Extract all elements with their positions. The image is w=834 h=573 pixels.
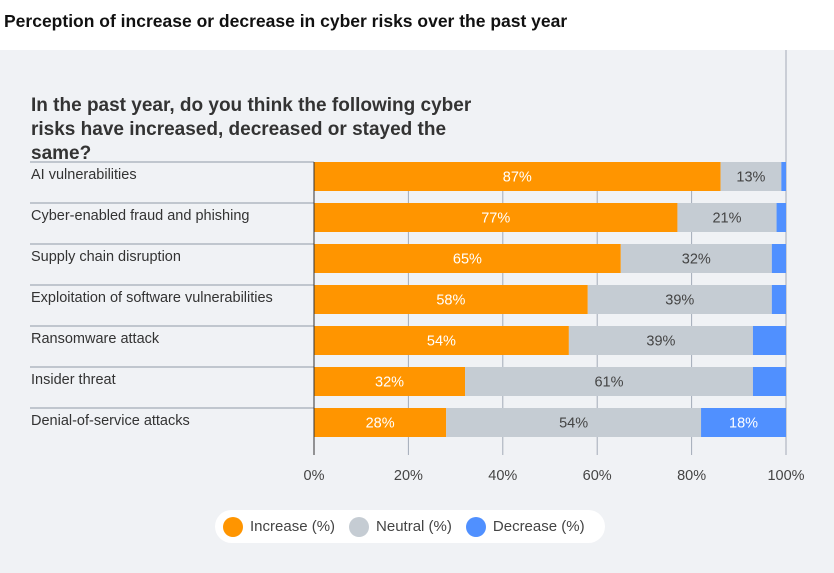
bar-segment-neutral <box>568 326 753 355</box>
legend-label: Neutral (%) <box>376 518 452 535</box>
bar-segment-decrease <box>771 244 786 273</box>
legend-item: Neutral (%) <box>349 516 452 537</box>
bar-segment-neutral <box>446 408 702 437</box>
bar-segment-decrease <box>752 326 786 355</box>
category-label: Insider threat <box>31 372 116 388</box>
legend-swatch <box>223 516 243 537</box>
category-label: Denial-of-service attacks <box>31 413 190 429</box>
legend-label: Decrease (%) <box>492 518 585 535</box>
data-label: 39% <box>665 293 694 309</box>
data-label: 61% <box>594 375 623 391</box>
category-label: Exploitation of software vulnerabilities <box>31 290 273 306</box>
bar-segment-decrease <box>781 162 786 191</box>
bar-segment-decrease <box>776 203 786 232</box>
x-tick-label: 40% <box>488 468 517 484</box>
x-tick-label: 100% <box>767 468 804 484</box>
bar-segment-neutral <box>720 162 782 191</box>
legend-swatch <box>349 516 370 537</box>
x-tick-label: 80% <box>677 468 706 484</box>
data-label: 58% <box>436 293 465 309</box>
data-label: 32% <box>375 375 404 391</box>
bar-segment-neutral <box>677 203 777 232</box>
data-label: 54% <box>427 334 456 350</box>
category-label: Ransomware attack <box>31 331 160 347</box>
data-label: 54% <box>559 416 588 432</box>
category-label: Supply chain disruption <box>31 249 181 265</box>
bar-segment-decrease <box>771 285 786 314</box>
bar-segment-increase <box>314 367 466 396</box>
data-label: 87% <box>503 170 532 186</box>
x-tick-label: 60% <box>583 468 612 484</box>
bar-segment-increase <box>314 203 678 232</box>
bar-segment-decrease <box>752 367 786 396</box>
bar-segment-neutral <box>465 367 753 396</box>
legend: Increase (%) Neutral (%) Decrease (%) <box>215 510 605 543</box>
bar-segment-decrease <box>701 408 786 437</box>
bar-segment-increase <box>314 326 569 355</box>
data-label: 21% <box>712 211 741 227</box>
category-label: AI vulnerabilities <box>31 167 137 183</box>
data-label: 28% <box>366 416 395 432</box>
data-label: 13% <box>736 170 765 186</box>
x-tick-label: 0% <box>304 468 325 484</box>
bar-segment-neutral <box>587 285 772 314</box>
page-title: Perception of increase or decrease in cy… <box>4 11 568 31</box>
data-label: 18% <box>729 416 758 432</box>
legend-swatch <box>465 516 486 537</box>
data-label: 32% <box>682 252 711 268</box>
legend-item: Increase (%) <box>223 516 336 537</box>
category-label: Cyber-enabled fraud and phishing <box>31 208 249 224</box>
bar-segment-increase <box>314 285 588 314</box>
data-label: 77% <box>481 211 510 227</box>
data-label: 65% <box>453 252 482 268</box>
data-label: 39% <box>646 334 675 350</box>
legend-item: Decrease (%) <box>465 516 585 537</box>
bar-segment-increase <box>314 162 721 191</box>
x-tick-label: 20% <box>394 468 423 484</box>
chart-title: In the past year, do you think the follo… <box>31 95 472 164</box>
bar-segment-neutral <box>620 244 772 273</box>
bar-segment-increase <box>314 244 621 273</box>
legend-label: Increase (%) <box>250 518 336 535</box>
bar-segment-increase <box>314 408 447 437</box>
